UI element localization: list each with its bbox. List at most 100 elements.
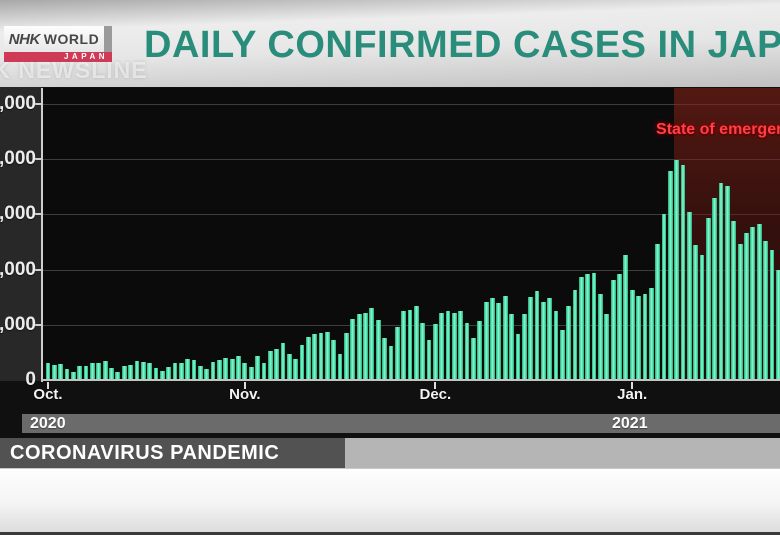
y-axis-tick — [33, 323, 42, 326]
bar — [744, 233, 749, 380]
y-axis-label: 8,000 — [0, 148, 36, 170]
bar — [515, 333, 521, 380]
bar — [490, 298, 495, 380]
bar — [572, 289, 578, 380]
bar — [528, 297, 533, 380]
bar — [661, 214, 667, 380]
bar — [363, 313, 368, 380]
bar — [261, 362, 267, 380]
bar — [109, 367, 114, 380]
x-axis-label: Oct. — [33, 386, 63, 403]
bar — [45, 363, 51, 380]
y-axis-tick — [33, 158, 42, 161]
bar — [706, 218, 711, 380]
bar — [471, 338, 476, 380]
bar — [77, 366, 83, 380]
bar — [432, 324, 438, 380]
bar — [369, 308, 375, 380]
bar — [325, 332, 330, 380]
bar — [718, 183, 724, 380]
bar — [280, 343, 286, 380]
topic-strip: CORONAVIRUS PANDEMIC — [0, 438, 345, 468]
gridline — [43, 159, 780, 161]
bar — [769, 249, 775, 380]
bar — [629, 290, 635, 380]
y-axis-tick — [33, 268, 42, 271]
bar — [382, 338, 387, 380]
bar — [699, 255, 705, 380]
x-axis-tick — [434, 382, 437, 389]
bar — [559, 330, 565, 380]
bar — [604, 313, 610, 380]
nhk-logo-box: NHK WORLD — [4, 26, 104, 52]
bar — [648, 288, 654, 380]
bar — [737, 244, 743, 380]
bar — [274, 348, 279, 380]
bar — [388, 346, 394, 380]
year-band — [22, 414, 780, 433]
bar — [636, 296, 641, 380]
y-axis-label: 6,000 — [0, 203, 36, 225]
bar — [579, 276, 584, 380]
y-axis-label: 0 — [25, 369, 36, 390]
bar — [248, 366, 254, 380]
bar — [147, 362, 152, 380]
bar — [159, 371, 165, 380]
bar — [566, 305, 572, 380]
bar — [534, 291, 540, 380]
bar — [185, 359, 191, 380]
bar — [521, 313, 527, 380]
bar — [750, 226, 756, 380]
bar — [458, 310, 464, 380]
bar — [204, 368, 210, 380]
bar — [198, 366, 203, 380]
bar — [90, 362, 95, 380]
bar — [731, 221, 737, 380]
bar — [464, 323, 470, 380]
bar — [350, 319, 356, 380]
bar — [655, 244, 660, 380]
bar — [172, 363, 178, 380]
bar — [509, 314, 514, 380]
y-axis-label: 4,000 — [0, 258, 36, 280]
bar — [58, 364, 64, 380]
year-label: 2021 — [612, 415, 648, 432]
bar — [585, 274, 591, 380]
bottom-edge-strip — [0, 532, 780, 535]
bar — [299, 344, 305, 380]
bar — [413, 306, 419, 380]
bar — [496, 303, 502, 380]
header-band: NHK WORLD JAPAN NHK NEWSLINE DAILY CONFI… — [0, 0, 780, 87]
bar — [102, 361, 108, 380]
topic-strip-row: CORONAVIRUS PANDEMIC — [0, 438, 780, 468]
bar — [217, 359, 222, 380]
bar — [617, 273, 622, 380]
bar — [286, 353, 292, 380]
y-axis-gutter — [0, 87, 42, 381]
bar — [591, 272, 597, 380]
bar — [693, 245, 699, 380]
bar — [725, 186, 730, 380]
y-axis-label: 2,000 — [0, 313, 36, 335]
bar — [229, 358, 235, 380]
bar — [140, 362, 146, 380]
bar — [121, 366, 127, 380]
bar — [83, 366, 89, 380]
bar — [305, 337, 311, 380]
bar — [540, 301, 546, 380]
bar — [452, 312, 457, 380]
y-axis-tick — [33, 213, 42, 216]
nhk-logo-text: NHK — [8, 30, 41, 48]
bar — [178, 362, 184, 380]
bar — [686, 211, 692, 380]
bar — [331, 340, 337, 380]
bar — [439, 312, 445, 380]
bar — [598, 293, 603, 380]
bar — [502, 296, 508, 380]
bar — [445, 310, 451, 380]
x-axis-label: Nov. — [229, 386, 261, 403]
bar — [134, 360, 140, 380]
y-axis-line — [41, 88, 43, 382]
bar — [553, 311, 559, 380]
bar — [420, 323, 426, 380]
